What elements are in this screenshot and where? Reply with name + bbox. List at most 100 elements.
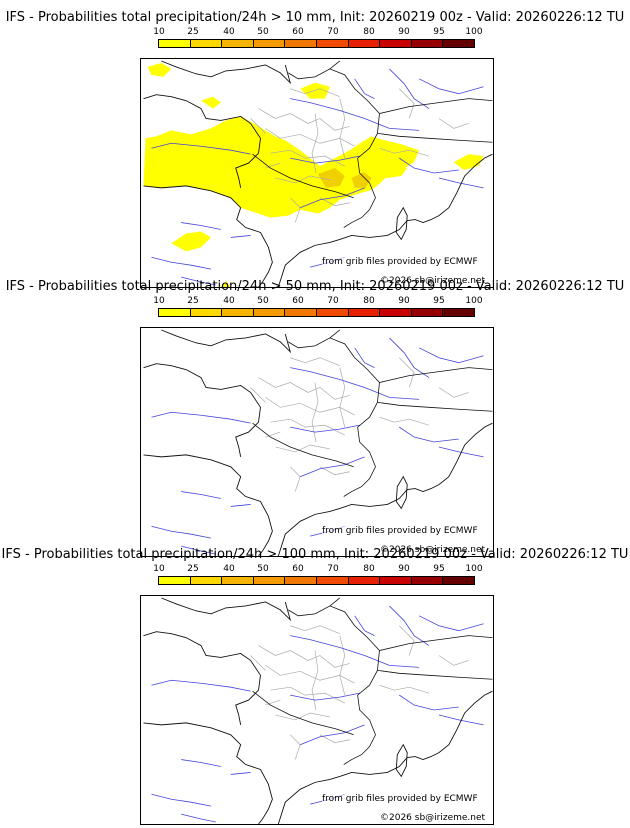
coastline (143, 363, 261, 457)
scale-swatch (443, 309, 474, 316)
probability-area (453, 154, 484, 171)
island-outline (395, 475, 408, 510)
probability-area-high (317, 168, 345, 188)
scale-swatch (190, 40, 223, 47)
coastline (143, 722, 273, 824)
probability-color-scale (158, 308, 475, 317)
rivers (151, 605, 484, 823)
scale-swatch (222, 309, 254, 316)
scale-label: 100 (465, 564, 483, 574)
panel-title: IFS - Probabilities total precipitation/… (5, 279, 625, 294)
scale-swatch (411, 577, 444, 584)
scale-labels: 10 25 40 50 60 70 80 90 95 100 (139, 564, 499, 574)
scale-swatch (190, 309, 223, 316)
scale-label: 100 (465, 27, 483, 37)
scale-label: 40 (223, 27, 235, 37)
scale-label: 80 (363, 296, 375, 306)
map-svg (143, 329, 493, 556)
scale-label: 50 (257, 27, 269, 37)
scale-label: 95 (433, 296, 445, 306)
region-borders (250, 625, 469, 760)
scale-swatch (285, 40, 317, 47)
probability-color-scale (158, 576, 475, 585)
probability-area (201, 96, 221, 109)
country-borders (252, 597, 493, 765)
scale-label: 95 (433, 564, 445, 574)
rivers (151, 337, 484, 555)
panel-title: IFS - Probabilities total precipitation/… (1, 547, 629, 562)
scale-label: 60 (292, 27, 304, 37)
source-credit: from grib files provided by ECMWF (322, 257, 478, 267)
scale-label: 40 (223, 296, 235, 306)
scale-label: 40 (223, 564, 235, 574)
probability-area (143, 116, 420, 218)
map-svg (143, 597, 493, 824)
scale-label: 90 (398, 564, 410, 574)
coastline (143, 185, 273, 287)
scale-label: 60 (292, 296, 304, 306)
copyright-credit: ©2026 sb@irizeme.net (380, 545, 486, 555)
scale-swatch (443, 40, 474, 47)
scale-label: 90 (398, 27, 410, 37)
country-borders (252, 60, 493, 228)
scale-swatch (411, 309, 444, 316)
scale-label: 10 (153, 564, 165, 574)
scale-swatch (190, 577, 223, 584)
forecast-panel-50mm: IFS - Probabilities total precipitation/… (0, 279, 630, 557)
coastline (161, 329, 292, 354)
probability-area-high (351, 172, 372, 188)
map-svg (143, 60, 493, 287)
scale-labels: 10 25 40 50 60 70 80 90 95 100 (139, 296, 499, 306)
scale-swatch (316, 309, 349, 316)
coastline (143, 631, 261, 725)
scale-label: 60 (292, 564, 304, 574)
scale-swatch (348, 40, 381, 47)
map-area (140, 595, 494, 825)
forecast-panel-10mm: IFS - Probabilities total precipitation/… (0, 10, 630, 288)
scale-swatch (316, 577, 349, 584)
island-outline (395, 206, 408, 241)
scale-label: 50 (257, 564, 269, 574)
scale-label: 70 (327, 296, 339, 306)
scale-swatch (443, 577, 474, 584)
scale-swatch (380, 309, 412, 316)
scale-swatch (380, 40, 412, 47)
scale-swatch (222, 577, 254, 584)
scale-label: 80 (363, 27, 375, 37)
copyright-credit: ©2026 sb@irizeme.net (380, 813, 486, 823)
probability-area (379, 164, 408, 178)
panel-title: IFS - Probabilities total precipitation/… (5, 10, 625, 25)
island-outline (395, 743, 408, 778)
scale-label: 80 (363, 564, 375, 574)
map-area (140, 58, 494, 288)
region-borders (250, 357, 469, 492)
coastline (161, 60, 292, 85)
copyright-credit: ©2026 sb@irizeme.net (380, 276, 486, 286)
scale-swatch (159, 309, 191, 316)
scale-label: 95 (433, 27, 445, 37)
scale-label: 10 (153, 27, 165, 37)
forecast-panel-100mm: IFS - Probabilities total precipitation/… (0, 547, 630, 825)
source-credit: from grib files provided by ECMWF (322, 794, 478, 804)
scale-label: 70 (327, 564, 339, 574)
scale-swatch (316, 40, 349, 47)
scale-label: 70 (327, 27, 339, 37)
coastline (161, 597, 292, 622)
scale-label: 25 (187, 27, 199, 37)
scale-swatch (253, 40, 286, 47)
scale-label: 10 (153, 296, 165, 306)
scale-swatch (222, 40, 254, 47)
scale-swatch (348, 577, 381, 584)
source-credit: from grib files provided by ECMWF (322, 526, 478, 536)
map-area (140, 327, 494, 557)
scale-label: 50 (257, 296, 269, 306)
scale-swatch (253, 309, 286, 316)
scale-label: 100 (465, 296, 483, 306)
scale-swatch (348, 309, 381, 316)
scale-label: 25 (187, 296, 199, 306)
scale-label: 25 (187, 564, 199, 574)
scale-swatch (411, 40, 444, 47)
coastline (143, 94, 261, 188)
coastline (143, 454, 273, 556)
scale-swatch (159, 577, 191, 584)
